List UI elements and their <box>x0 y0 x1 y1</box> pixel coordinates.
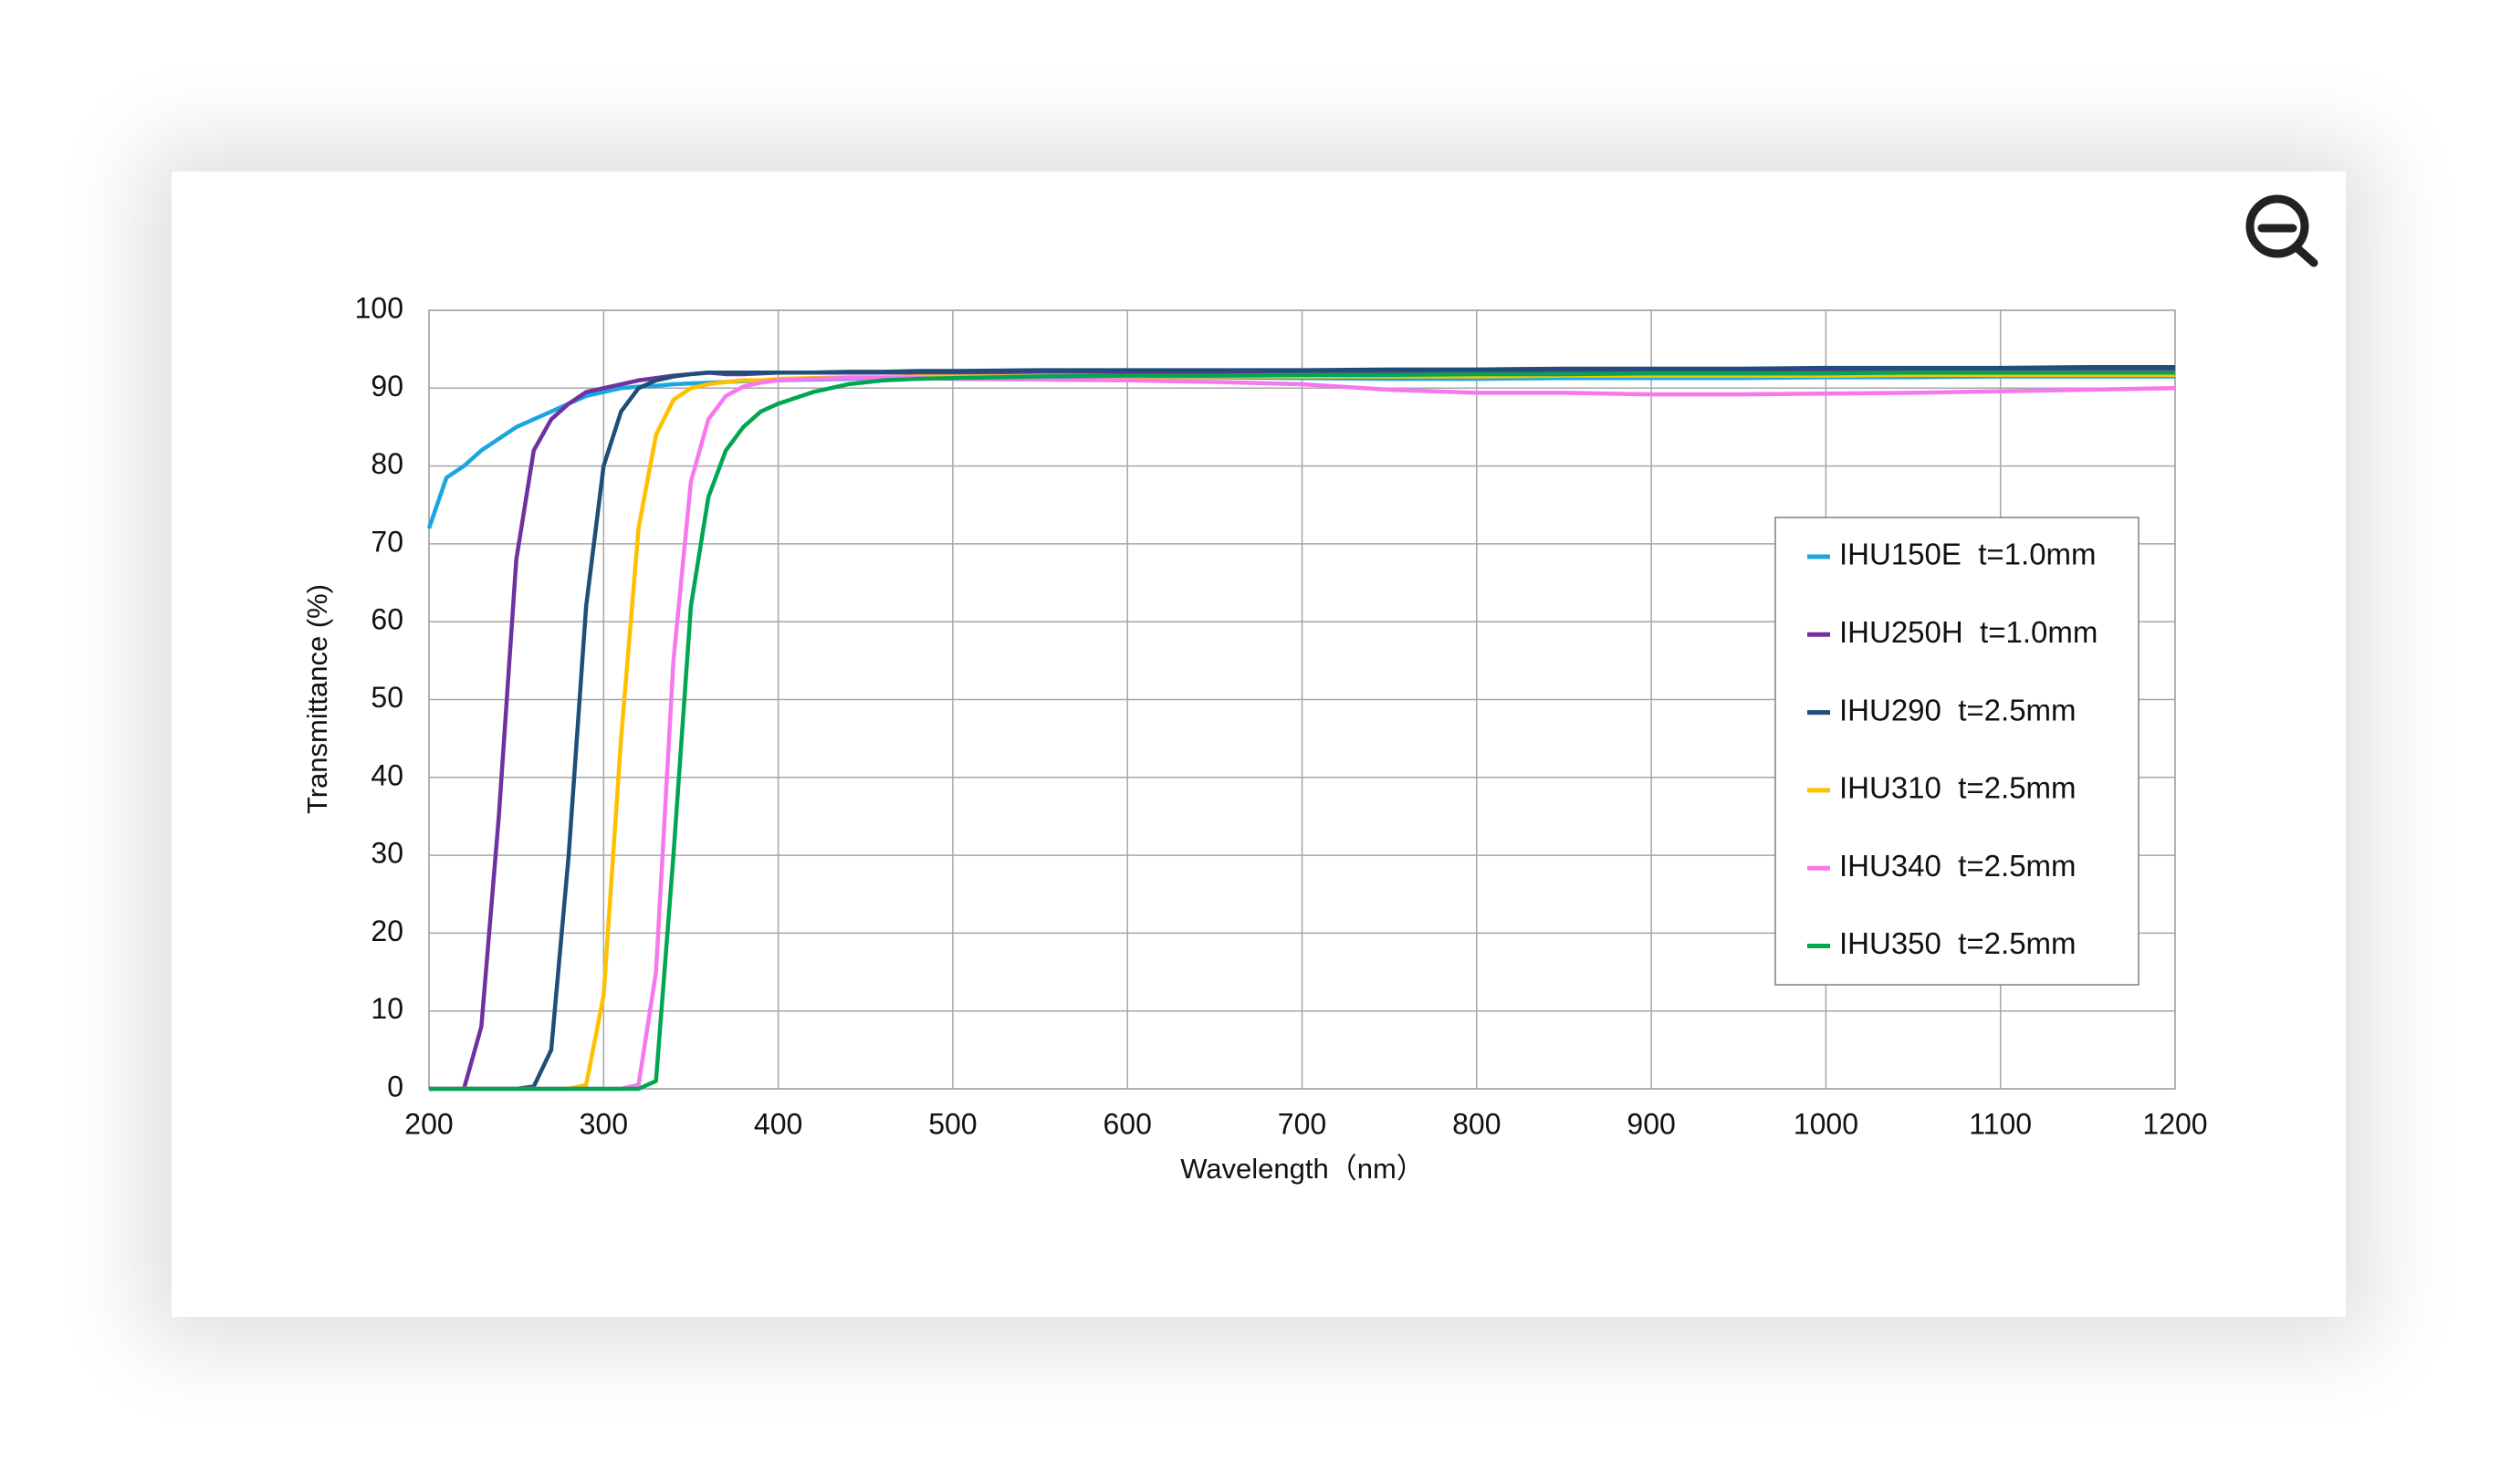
x-tick-label: 300 <box>580 1107 628 1140</box>
y-tick-label: 20 <box>371 914 403 947</box>
x-tick-label: 1000 <box>1794 1107 1858 1140</box>
legend-label: IHU350 t=2.5mm <box>1839 926 2077 960</box>
x-tick-label: 900 <box>1627 1107 1675 1140</box>
y-tick-label: 50 <box>371 681 403 714</box>
y-tick-label: 80 <box>371 447 403 480</box>
x-tick-label: 800 <box>1452 1107 1501 1140</box>
x-tick-label: 1200 <box>2142 1107 2207 1140</box>
series-line <box>429 365 2175 1092</box>
legend-label: IHU290 t=2.5mm <box>1839 693 2077 726</box>
x-tick-label: 1100 <box>1969 1107 2032 1140</box>
y-tick-label: 100 <box>355 291 403 324</box>
y-tick-label: 40 <box>371 758 403 791</box>
x-tick-label: 200 <box>404 1107 453 1140</box>
y-tick-label: 10 <box>371 992 403 1025</box>
y-tick-label: 60 <box>371 603 403 636</box>
y-tick-label: 30 <box>371 837 403 870</box>
zoom-out-icon[interactable] <box>2245 194 2318 267</box>
x-tick-label: 400 <box>754 1107 802 1140</box>
legend-label: IHU310 t=2.5mm <box>1839 771 2077 805</box>
plot-frame <box>428 309 2176 1090</box>
legend-label: IHU340 t=2.5mm <box>1839 849 2077 883</box>
y-tick-label: 90 <box>371 370 403 402</box>
legend-box <box>1774 517 2140 986</box>
y-tick-label: 0 <box>387 1070 403 1103</box>
y-tick-label: 70 <box>371 525 403 558</box>
series-line <box>429 370 2175 1092</box>
x-axis-title: Wavelength（nm） <box>1180 1153 1425 1185</box>
legend-label: IHU250H t=1.0mm <box>1839 615 2098 649</box>
x-tick-label: 600 <box>1104 1107 1152 1140</box>
x-tick-label: 700 <box>1278 1107 1326 1140</box>
y-axis-title: Transmittance (%) <box>301 584 333 814</box>
x-tick-label: 500 <box>928 1107 977 1140</box>
legend-label: IHU150E t=1.0mm <box>1839 538 2097 571</box>
